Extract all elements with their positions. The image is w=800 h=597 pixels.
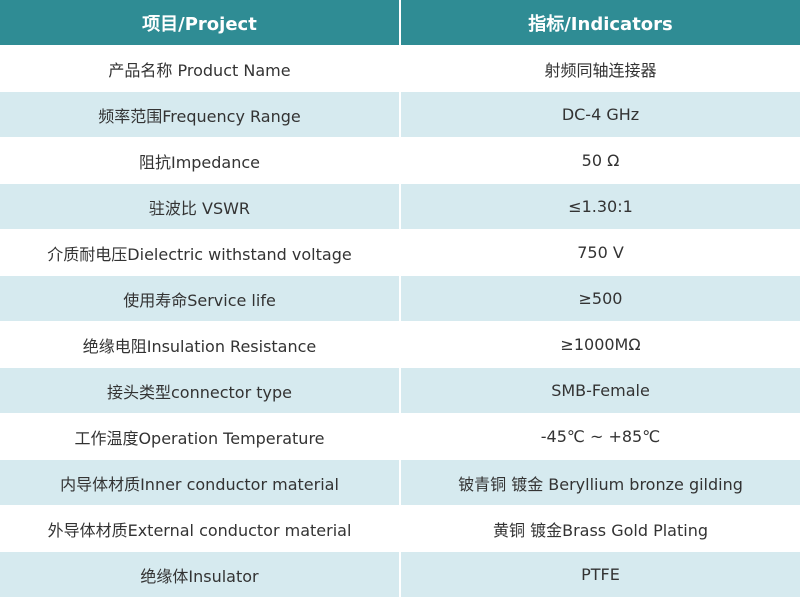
table-row: 绝缘电阻Insulation Resistance≥1000MΩ bbox=[0, 322, 800, 368]
project-cell: 使用寿命Service life bbox=[0, 276, 400, 322]
indicator-cell: DC-4 GHz bbox=[400, 92, 800, 138]
indicator-cell: ≥500 bbox=[400, 276, 800, 322]
project-cell: 绝缘体Insulator bbox=[0, 552, 400, 597]
table-row: 驻波比 VSWR≤1.30:1 bbox=[0, 184, 800, 230]
project-cell: 工作温度Operation Temperature bbox=[0, 414, 400, 460]
table-row: 使用寿命Service life≥500 bbox=[0, 276, 800, 322]
indicator-cell: 射频同轴连接器 bbox=[400, 46, 800, 92]
indicator-cell: 50 Ω bbox=[400, 138, 800, 184]
header-cell: 项目/Project bbox=[0, 0, 400, 46]
indicator-cell: 750 V bbox=[400, 230, 800, 276]
project-cell: 接头类型connector type bbox=[0, 368, 400, 414]
project-cell: 外导体材质External conductor material bbox=[0, 506, 400, 552]
indicator-cell: PTFE bbox=[400, 552, 800, 597]
project-cell: 驻波比 VSWR bbox=[0, 184, 400, 230]
project-cell: 介质耐电压Dielectric withstand voltage bbox=[0, 230, 400, 276]
indicator-cell: 铍青铜 镀金 Beryllium bronze gilding bbox=[400, 460, 800, 506]
indicator-cell: ≤1.30:1 bbox=[400, 184, 800, 230]
project-cell: 内导体材质Inner conductor material bbox=[0, 460, 400, 506]
project-cell: 频率范围Frequency Range bbox=[0, 92, 400, 138]
header-cell: 指标/Indicators bbox=[400, 0, 800, 46]
indicator-cell: 黄铜 镀金Brass Gold Plating bbox=[400, 506, 800, 552]
project-cell: 产品名称 Product Name bbox=[0, 46, 400, 92]
project-cell: 阻抗Impedance bbox=[0, 138, 400, 184]
project-cell: 绝缘电阻Insulation Resistance bbox=[0, 322, 400, 368]
table-row: 工作温度Operation Temperature-45℃ ~ +85℃ bbox=[0, 414, 800, 460]
indicator-cell: -45℃ ~ +85℃ bbox=[400, 414, 800, 460]
indicator-cell: SMB-Female bbox=[400, 368, 800, 414]
indicator-cell: ≥1000MΩ bbox=[400, 322, 800, 368]
